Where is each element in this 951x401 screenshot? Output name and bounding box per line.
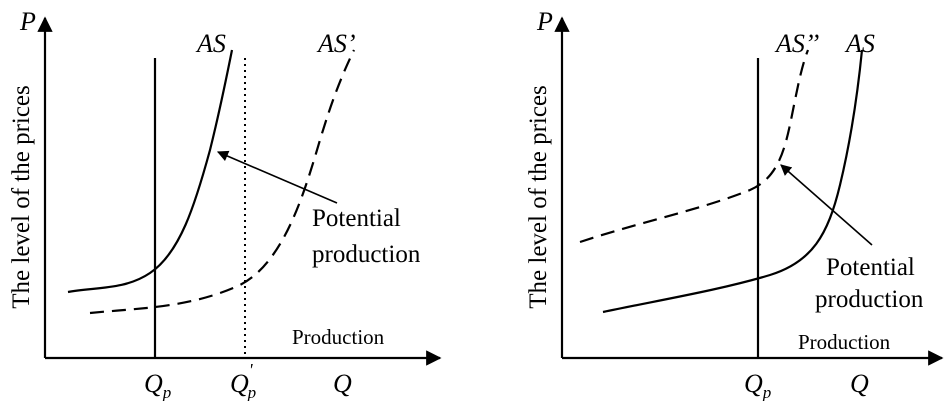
right-x-axis-label: Production	[798, 330, 891, 354]
left-as-label: AS	[195, 29, 226, 58]
left-annotation-line2: production	[312, 241, 421, 268]
right-qp-label: Qp	[744, 369, 771, 401]
left-as-curve	[67, 49, 234, 294]
right-panel: P The level of the prices Q Production A…	[525, 7, 944, 401]
right-as-curve	[602, 49, 864, 314]
left-qp-label: Qp	[144, 369, 171, 401]
left-as-shifted-curve	[89, 49, 355, 315]
left-panel: P The level of the prices Q Production A…	[8, 7, 442, 401]
left-x-axis-label: Production	[292, 325, 385, 349]
right-y-axis-label: The level of the prices	[525, 85, 552, 309]
right-x-axis-letter: Q	[850, 369, 869, 398]
left-qp-shifted-label: Q' p	[230, 360, 256, 401]
left-as-shifted-label: AS’	[316, 29, 356, 58]
right-y-axis-letter: P	[536, 7, 553, 36]
right-annotation-line2: production	[815, 286, 924, 313]
right-as-shifted-label: AS’’	[774, 29, 819, 58]
right-as-shifted-curve	[579, 49, 810, 244]
right-as-label: AS	[844, 29, 875, 58]
left-y-axis-letter: P	[19, 7, 36, 36]
right-annotation-line1: Potential	[826, 254, 915, 281]
right-annotation-arrow	[780, 164, 873, 246]
left-y-axis-label: The level of the prices	[8, 85, 35, 309]
left-annotation-arrow	[216, 150, 338, 204]
left-x-axis-letter: Q	[333, 369, 352, 398]
left-annotation-line1: Potential	[312, 205, 401, 232]
